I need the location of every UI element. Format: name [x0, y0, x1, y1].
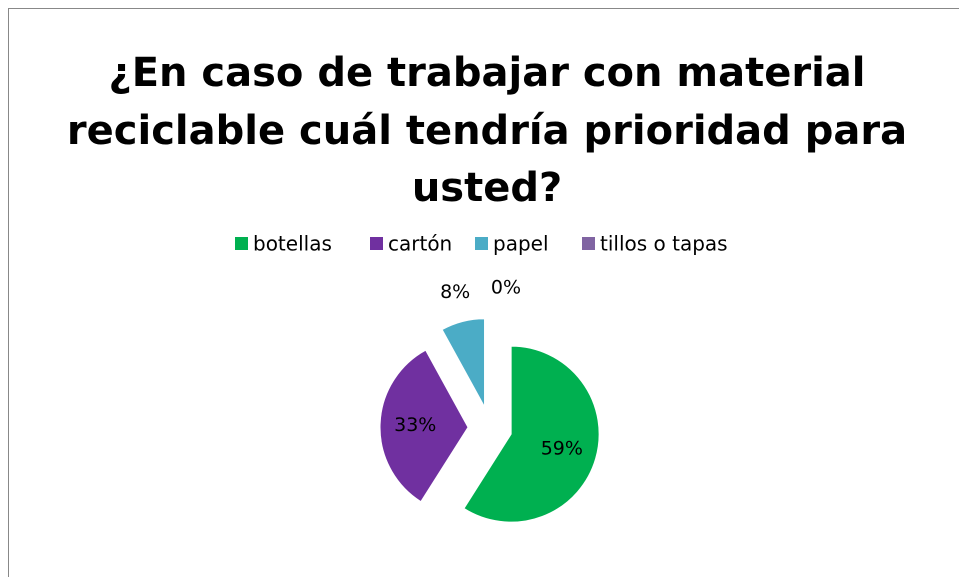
- legend-label: tillos o tapas: [600, 232, 728, 256]
- chart-title: ¿En caso de trabajar con material recicla…: [67, 50, 907, 211]
- pie-slice: [379, 349, 469, 503]
- title-line: usted?: [412, 165, 562, 211]
- legend-swatch: [235, 237, 248, 250]
- title-line: reciclable cuál tendría prioridad para: [67, 108, 907, 154]
- legend-label: cartón: [388, 232, 452, 256]
- data-label: 33%: [394, 414, 436, 436]
- legend: botellas cartón papel tillos o tapas: [235, 232, 728, 256]
- title-line: ¿En caso de trabajar con material: [108, 50, 865, 96]
- pie-slice: [441, 318, 486, 407]
- pie: 59% 33% 8% 0%: [379, 277, 600, 523]
- legend-swatch: [475, 237, 488, 250]
- pie-slice: [463, 345, 600, 523]
- legend-swatch: [582, 237, 595, 250]
- legend-swatch: [370, 237, 383, 250]
- legend-label: botellas: [253, 232, 332, 256]
- data-label: 0%: [491, 277, 521, 299]
- data-label: 8%: [440, 281, 470, 303]
- data-label: 59%: [541, 437, 583, 459]
- legend-label: papel: [493, 232, 549, 256]
- chart-frame: [8, 8, 959, 577]
